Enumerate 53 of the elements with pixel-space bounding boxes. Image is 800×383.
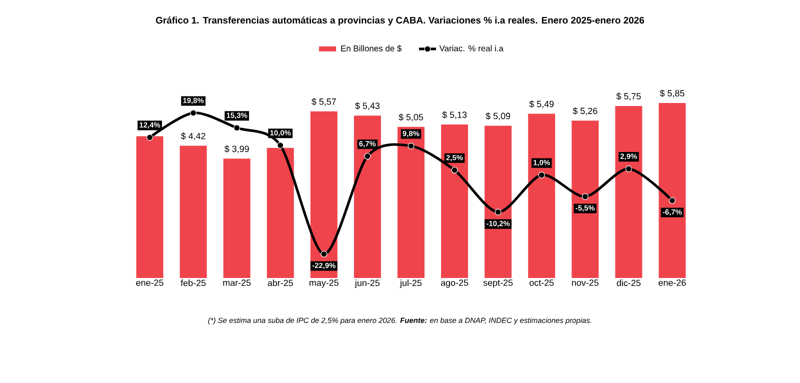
- x-tick-label: nov-25: [572, 280, 598, 286]
- bar: [354, 116, 381, 278]
- x-tick-label: oct-25: [530, 280, 554, 286]
- bar: [310, 111, 338, 278]
- x-tick-label: dic-25: [616, 280, 641, 286]
- bar: [266, 148, 294, 278]
- bar: [441, 124, 468, 278]
- x-tick-label: ene-25: [136, 280, 164, 286]
- bar: [136, 136, 164, 278]
- point: [494, 208, 502, 216]
- point: [451, 166, 458, 174]
- x-tick-label: feb-25: [180, 280, 206, 286]
- point: [668, 197, 676, 204]
- bar: [398, 126, 425, 278]
- data-label: $ 5,75: [616, 92, 641, 100]
- data-label: $ 5,49: [529, 100, 554, 108]
- data-label: $ 5,43: [355, 102, 380, 110]
- data-label: $ 4,42: [180, 132, 206, 140]
- x-tick-label: abr-25: [268, 280, 293, 286]
- bar: [658, 103, 686, 278]
- x-tick-label: mar-25: [223, 280, 251, 286]
- bar: [528, 114, 556, 278]
- legend-label: En Billones de $: [341, 45, 402, 52]
- bar: [615, 106, 642, 278]
- bar: [180, 146, 207, 278]
- x-tick-label: sept-25: [483, 280, 513, 288]
- bar: [572, 120, 599, 278]
- bar: [223, 158, 250, 278]
- x-tick-label: ene-26: [658, 280, 686, 286]
- data-label: $ 5,85: [660, 90, 684, 98]
- point: [190, 110, 197, 116]
- point: [408, 142, 414, 150]
- data-label: $ 5,26: [572, 107, 598, 116]
- point: [538, 172, 545, 178]
- point: [320, 250, 328, 258]
- point: [234, 124, 240, 132]
- x-tick-label: jul-25: [400, 280, 422, 288]
- point: [277, 142, 284, 149]
- point: [582, 193, 588, 200]
- data-label: $ 3,99: [224, 145, 249, 154]
- point: [625, 166, 632, 172]
- bar: [484, 126, 512, 278]
- x-tick-label: jun-25: [354, 280, 380, 288]
- data-label: $ 5,57: [312, 98, 336, 106]
- x-tick-label: may-25: [310, 280, 338, 288]
- point: [364, 152, 371, 160]
- data-label: $ 5,13: [442, 111, 467, 120]
- legend-label: Variac. % real i.a: [439, 45, 504, 52]
- data-label: $ 5,09: [486, 112, 510, 120]
- data-label: $ 5,05: [398, 114, 424, 122]
- point: [146, 134, 154, 141]
- x-tick-label: ago-25: [440, 280, 468, 288]
- chart-title: Gráfico 1. Transferencias automáticas a provincias y CABA. Variaciones % i.a reales. Enero 2025-enero 2026: [156, 16, 644, 26]
